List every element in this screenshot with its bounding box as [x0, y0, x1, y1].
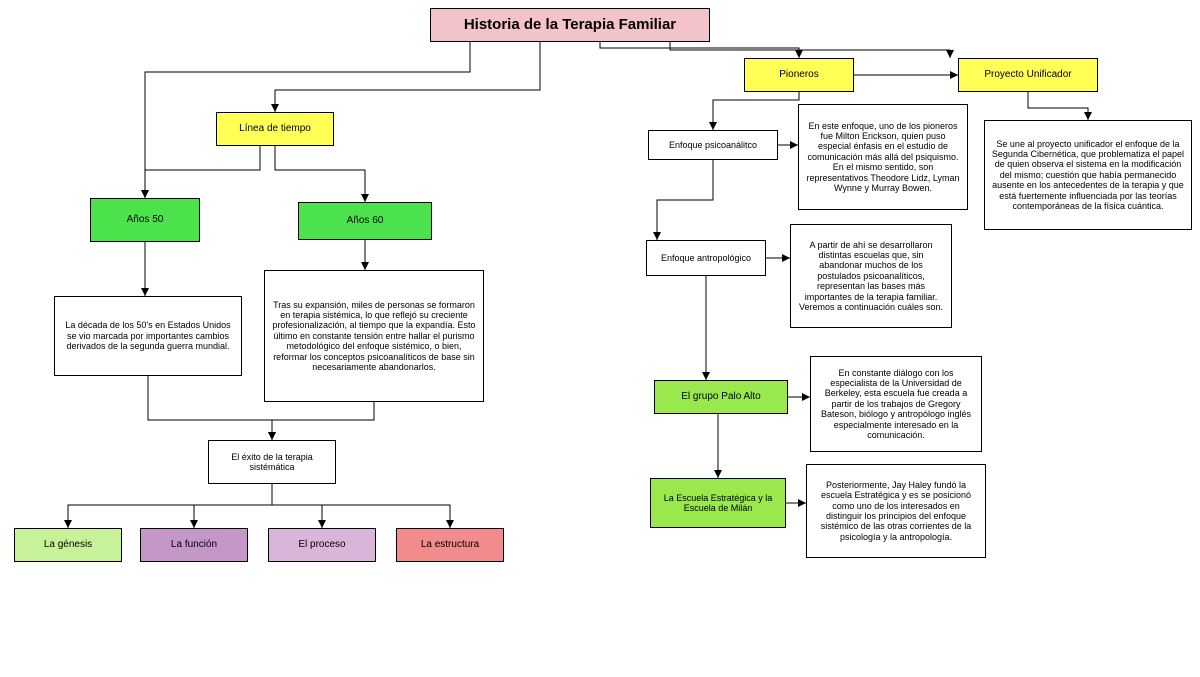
node-label: Enfoque antropológico [661, 253, 751, 263]
node-label: El proceso [298, 539, 345, 551]
node-psico: Enfoque psicoanálitco [648, 130, 778, 160]
node-desc60: Tras su expansión, miles de personas se … [264, 270, 484, 402]
node-linea: Línea de tiempo [216, 112, 334, 146]
node-title: Historia de la Terapia Familiar [430, 8, 710, 42]
node-milan: La Escuela Estratégica y la Escuela de M… [650, 478, 786, 528]
node-anos60: Años 60 [298, 202, 432, 240]
diagram-canvas: Historia de la Terapia Familiar Línea de … [0, 0, 1200, 677]
node-label: En constante diálogo con los especialist… [817, 368, 975, 440]
node-genesis: La génesis [14, 528, 122, 562]
node-paloalto: El grupo Palo Alto [654, 380, 788, 414]
node-label: Proyecto Unificador [984, 69, 1071, 81]
node-label: En este enfoque, uno de los pioneros fue… [805, 121, 961, 193]
node-label: Historia de la Terapia Familiar [464, 16, 676, 33]
node-label: La estructura [421, 539, 479, 551]
node-label: La Escuela Estratégica y la Escuela de M… [657, 493, 779, 514]
node-label: A partir de ahí se desarrollaron distint… [797, 240, 945, 312]
node-label: Tras su expansión, miles de personas se … [271, 300, 477, 372]
node-psicoDesc: En este enfoque, uno de los pioneros fue… [798, 104, 968, 210]
node-label: Se une al proyecto unificador el enfoque… [991, 139, 1185, 211]
node-pioneros: Pioneros [744, 58, 854, 92]
node-proyecto: Proyecto Unificador [958, 58, 1098, 92]
node-label: El grupo Palo Alto [681, 391, 761, 403]
node-antroDesc: A partir de ahí se desarrollaron distint… [790, 224, 952, 328]
node-paloDesc: En constante diálogo con los especialist… [810, 356, 982, 452]
node-label: La función [171, 539, 217, 551]
node-proceso: El proceso [268, 528, 376, 562]
node-desc50: La década de los 50's en Estados Unidos … [54, 296, 242, 376]
node-label: Línea de tiempo [239, 123, 311, 135]
node-proyDesc: Se une al proyecto unificador el enfoque… [984, 120, 1192, 230]
node-label: Años 60 [347, 215, 384, 227]
node-exito: El éxito de la terapia sistémática [208, 440, 336, 484]
node-antro: Enfoque antropológico [646, 240, 766, 276]
node-milanDesc: Posteriormente, Jay Haley fundó la escue… [806, 464, 986, 558]
node-estructura: La estructura [396, 528, 504, 562]
node-anos50: Años 50 [90, 198, 200, 242]
node-label: La década de los 50's en Estados Unidos … [61, 320, 235, 351]
node-funcion: La función [140, 528, 248, 562]
node-label: Enfoque psicoanálitco [669, 140, 757, 150]
node-label: La génesis [44, 539, 92, 551]
node-label: Años 50 [127, 214, 164, 226]
node-label: Pioneros [779, 69, 818, 81]
node-label: El éxito de la terapia sistémática [215, 452, 329, 473]
node-label: Posteriormente, Jay Haley fundó la escue… [813, 480, 979, 542]
